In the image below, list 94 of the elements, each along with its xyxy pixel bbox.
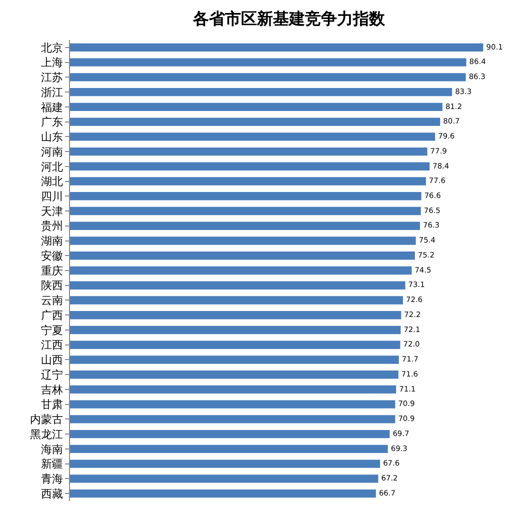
- y-tick-label: 山西: [40, 354, 63, 367]
- y-tick-label: 河北: [40, 160, 63, 174]
- data-label: 78.4: [432, 161, 450, 170]
- y-tick-label: 广西: [40, 308, 63, 322]
- bar: [70, 415, 396, 424]
- bar: [70, 296, 403, 304]
- y-tick-label: 上海: [40, 56, 63, 70]
- data-label: 71.7: [402, 354, 419, 364]
- bar: [70, 162, 430, 170]
- bar: [70, 444, 388, 454]
- y-tick-label: 广东: [40, 116, 63, 129]
- bar: [70, 430, 390, 438]
- data-label: 72.2: [404, 310, 421, 319]
- y-tick-label: 吉林: [40, 383, 63, 396]
- bar: [70, 132, 436, 141]
- data-label: 70.9: [398, 414, 416, 424]
- y-tick-label: 内蒙古: [30, 413, 63, 426]
- y-tick-label: 福建: [40, 100, 63, 114]
- bar: [70, 73, 466, 82]
- chart-title: 各省市区新基建竞争力指数: [192, 8, 386, 28]
- data-label: 67.6: [383, 458, 400, 468]
- y-tick-label: 四川: [40, 190, 63, 203]
- y-tick-label: 陕西: [40, 279, 63, 292]
- data-label: 81.2: [445, 102, 462, 111]
- bar: [70, 252, 415, 260]
- y-tick-label: 辽宁: [40, 368, 63, 382]
- bar: [70, 400, 396, 408]
- data-label: 69.3: [390, 444, 408, 453]
- data-label: 86.4: [469, 57, 486, 66]
- data-label: 69.7: [392, 428, 410, 438]
- bar: [70, 460, 380, 468]
- bar: [70, 177, 426, 186]
- bar: [70, 311, 402, 320]
- y-tick-label: 贵州: [40, 220, 63, 233]
- data-label: 72.1: [404, 324, 421, 334]
- data-label: 71.1: [399, 384, 416, 394]
- y-tick-label: 重庆: [40, 264, 63, 278]
- y-tick-label: 甘肃: [40, 398, 63, 412]
- data-label: 73.1: [408, 280, 426, 290]
- y-tick-label: 江西: [40, 338, 63, 352]
- bar: [70, 102, 442, 112]
- bar: [70, 266, 412, 275]
- data-label: 76.5: [424, 206, 441, 215]
- data-label: 74.5: [414, 265, 432, 274]
- y-tick-label: 浙江: [40, 86, 63, 99]
- bar: [70, 58, 466, 66]
- bar: [70, 222, 420, 230]
- data-label: 86.3: [468, 72, 486, 82]
- bar: [70, 281, 406, 290]
- bar: [70, 340, 400, 349]
- data-label: 72.6: [406, 295, 423, 304]
- data-label: 70.9: [398, 399, 416, 408]
- data-label: 77.6: [428, 176, 446, 186]
- data-label: 83.3: [455, 86, 472, 96]
- bar: [70, 147, 428, 156]
- y-tick-label: 江苏: [40, 71, 63, 84]
- y-tick-label: 新疆: [40, 458, 63, 471]
- bar: [70, 474, 378, 483]
- y-tick-label: 北京: [40, 41, 63, 54]
- bar: [70, 236, 416, 245]
- data-label: 76.3: [422, 220, 440, 230]
- bar: [70, 206, 421, 216]
- y-tick-label: 黑龙江: [30, 428, 63, 441]
- bar: [70, 43, 484, 52]
- data-label: 66.7: [378, 488, 396, 498]
- data-label: 75.2: [418, 250, 434, 260]
- bar: [70, 489, 376, 498]
- y-tick-label: 青海: [40, 472, 63, 486]
- y-tick-label: 云南: [40, 294, 63, 308]
- bar: [70, 370, 398, 379]
- data-label: 67.2: [381, 474, 398, 483]
- bar: [70, 356, 399, 364]
- data-label: 79.6: [438, 132, 455, 141]
- y-tick-label: 河南: [40, 145, 63, 158]
- data-label: 71.6: [401, 369, 418, 378]
- y-tick-label: 山东: [40, 130, 63, 144]
- data-label: 75.4: [418, 236, 436, 245]
- data-label: 77.9: [430, 146, 448, 156]
- y-tick-label: 西藏: [40, 487, 63, 500]
- y-tick-label: 天津: [40, 204, 63, 218]
- y-tick-label: 宁夏: [40, 324, 63, 337]
- bar: [70, 192, 422, 200]
- data-label: 72.0: [403, 340, 420, 349]
- data-label: 90.1: [486, 42, 504, 52]
- y-tick-label: 海南: [40, 442, 63, 456]
- bar: [70, 385, 396, 394]
- bar: [70, 326, 401, 334]
- y-tick-label: 湖南: [40, 234, 63, 248]
- y-tick-label: 湖北: [40, 175, 63, 188]
- bar: [70, 118, 440, 126]
- bar: [70, 88, 452, 96]
- data-label: 76.6: [424, 191, 442, 200]
- y-tick-label: 安徽: [40, 249, 63, 262]
- data-label: 80.7: [443, 116, 460, 126]
